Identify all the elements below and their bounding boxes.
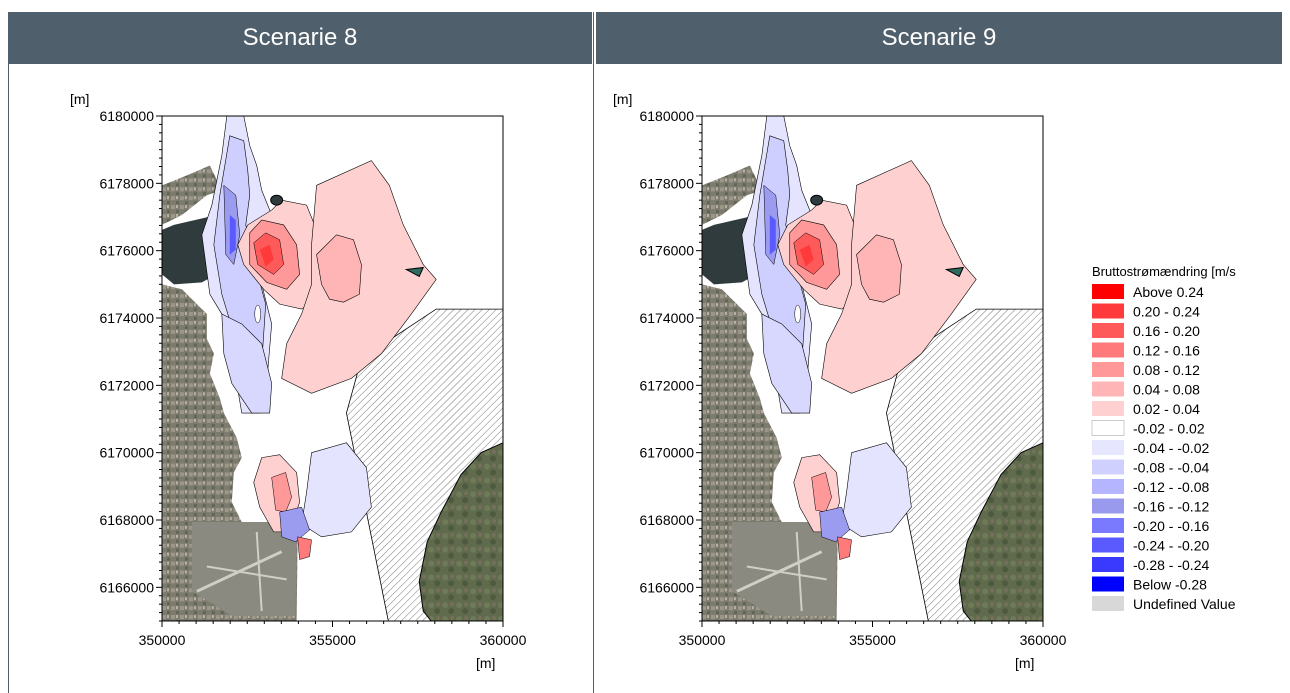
legend-swatch [1092, 537, 1124, 553]
legend-label: -0.02 - 0.02 [1133, 421, 1205, 437]
y-tick-label: 6178000 [639, 175, 694, 191]
y-tick-label: 6174000 [639, 310, 694, 326]
y-tick-label: 6168000 [639, 512, 694, 528]
legend-label: 0.16 - 0.20 [1133, 323, 1200, 339]
y-tick-label: 6176000 [99, 243, 154, 259]
left-border [8, 12, 9, 693]
y-tick-label: 6180000 [639, 108, 694, 124]
legend-label: 0.08 - 0.12 [1133, 362, 1200, 378]
x-tick-label: 355000 [849, 632, 896, 648]
x-unit-left: [m] [476, 655, 495, 671]
y-tick-label: 6174000 [99, 310, 154, 326]
x-tick-label: 350000 [139, 632, 186, 648]
x-tick-label: 350000 [679, 632, 726, 648]
panel-title-scenario-8: Scenarie 8 [8, 12, 592, 64]
y-unit-left: [m] [70, 91, 89, 107]
legend-label: 0.04 - 0.08 [1133, 382, 1200, 398]
y-tick-label: 6180000 [99, 108, 154, 124]
legend-swatch [1092, 342, 1124, 358]
legend-swatch [1092, 459, 1124, 475]
y-tick-label: 6172000 [99, 377, 154, 393]
legend-label: -0.04 - -0.02 [1133, 440, 1209, 456]
legend-swatch [1092, 596, 1124, 611]
axis-ticks-left: 6166000 6168000 6170000 6172000 6174000 61760… [99, 108, 526, 648]
legend-swatch [1092, 498, 1124, 514]
legend-title: Bruttostrømændring [m/s [1092, 264, 1236, 279]
legend-label: 0.02 - 0.04 [1133, 401, 1200, 417]
legend-label: Below -0.28 [1133, 577, 1207, 593]
legend-swatch [1092, 303, 1124, 319]
legend-swatch [1092, 557, 1124, 572]
y-unit-right: [m] [613, 91, 632, 107]
legend: Bruttostrømændring [m/s Above 0.24 0.20 … [1091, 264, 1236, 612]
axis-ticks-right: 6166000 6168000 6170000 6172000 6174000 61760… [639, 108, 1066, 648]
legend-label: Above 0.24 [1133, 284, 1204, 300]
legend-label: Undefined Value [1133, 596, 1236, 612]
legend-label: 0.20 - 0.24 [1133, 304, 1200, 320]
legend-label: -0.16 - -0.12 [1133, 499, 1209, 515]
panel-divider [593, 12, 594, 693]
x-tick-label: 360000 [480, 632, 527, 648]
legend-label: -0.12 - -0.08 [1133, 479, 1209, 495]
y-tick-label: 6170000 [99, 445, 154, 461]
y-tick-label: 6176000 [639, 243, 694, 259]
x-unit-right: [m] [1015, 655, 1034, 671]
legend-swatch [1092, 518, 1124, 533]
panel-title-scenario-9: Scenarie 9 [596, 12, 1282, 64]
legend-label: 0.12 - 0.16 [1133, 343, 1200, 359]
x-tick-label: 360000 [1020, 632, 1067, 648]
legend-swatch [1092, 323, 1124, 338]
legend-swatch [1092, 401, 1124, 416]
chart-scenario-9: 6166000 6168000 6170000 6172000 6174000 61760… [639, 108, 1066, 648]
legend-swatch [1092, 440, 1124, 455]
legend-label: -0.08 - -0.04 [1133, 460, 1209, 476]
y-tick-label: 6170000 [639, 445, 694, 461]
legend-swatch [1092, 284, 1124, 299]
legend-swatch [1092, 362, 1124, 377]
y-tick-label: 6168000 [99, 512, 154, 528]
legend-label: -0.24 - -0.20 [1133, 538, 1209, 554]
legend-label: -0.28 - -0.24 [1133, 557, 1209, 573]
chart-scenario-8: 6166000 6168000 6170000 6172000 6174000 61760… [99, 108, 526, 648]
y-tick-label: 6166000 [639, 579, 694, 595]
legend-swatch [1091, 420, 1125, 436]
y-tick-label: 6166000 [99, 579, 154, 595]
legend-swatch [1092, 576, 1124, 592]
legend-swatch [1092, 381, 1124, 397]
legend-swatch [1092, 479, 1124, 494]
legend-label: -0.20 - -0.16 [1133, 518, 1209, 534]
y-tick-label: 6178000 [99, 175, 154, 191]
x-tick-label: 355000 [309, 632, 356, 648]
y-tick-label: 6172000 [639, 377, 694, 393]
